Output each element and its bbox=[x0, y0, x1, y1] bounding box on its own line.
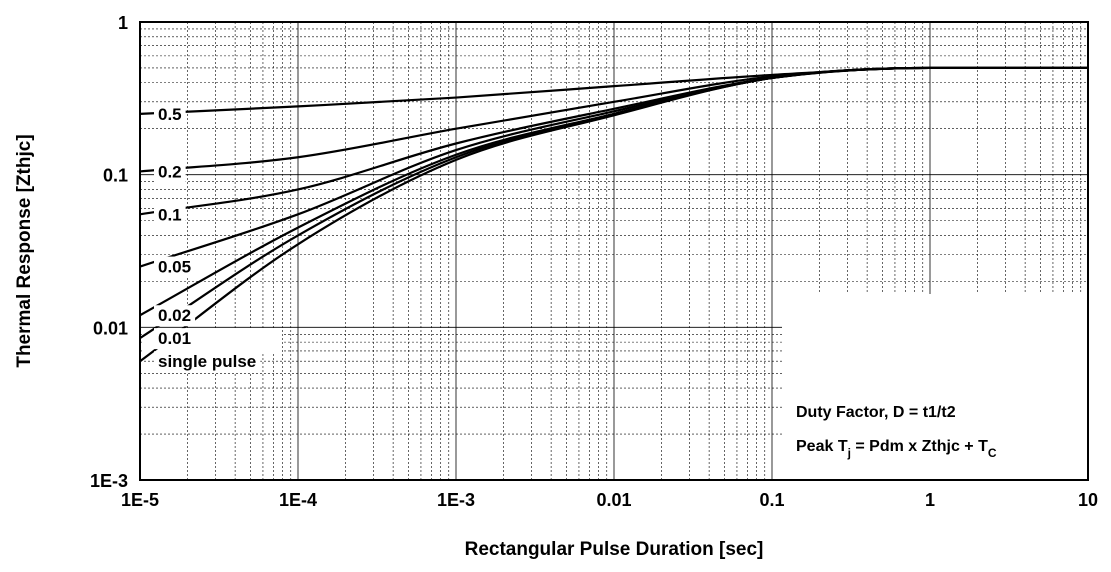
series-label-0_5: 0.5 bbox=[158, 105, 182, 124]
x-tick-label: 10 bbox=[1078, 490, 1098, 510]
curves bbox=[139, 66, 1088, 363]
y-tick-label: 1 bbox=[118, 13, 128, 33]
legend-box bbox=[782, 294, 1088, 480]
curve-labels: 0.5 0.2 0.1 0.05 0.02 0.01 single pulse bbox=[154, 103, 261, 373]
series-curve-single-pulse bbox=[139, 66, 1088, 363]
series-label-backdrop bbox=[154, 328, 196, 350]
plot-frame bbox=[139, 21, 1089, 481]
series-label-backdrop bbox=[154, 103, 186, 125]
series-label-0_1: 0.1 bbox=[158, 205, 182, 224]
x-tick-label: 0.1 bbox=[759, 490, 784, 510]
x-tick-label: 1E-5 bbox=[121, 490, 159, 510]
series-label-backdrop bbox=[154, 161, 186, 183]
series-label-single-pulse: single pulse bbox=[158, 352, 256, 371]
series-label-0_01: 0.01 bbox=[158, 329, 191, 348]
series-label-0_02: 0.02 bbox=[158, 306, 191, 325]
x-tick-label: 1E-3 bbox=[437, 490, 475, 510]
y-tick-label: 0.01 bbox=[93, 318, 128, 338]
y-tick-label: 1E-3 bbox=[90, 471, 128, 491]
duty-factor-note: Duty Factor, D = t1/t2 bbox=[796, 404, 956, 421]
x-tick-labels: 1E-5 1E-4 1E-3 0.01 0.1 1 10 bbox=[121, 490, 1098, 510]
series-label-backdrop bbox=[154, 305, 196, 327]
y-tick-label: 0.1 bbox=[103, 166, 128, 186]
series-label-backdrop bbox=[154, 351, 261, 373]
y-tick-labels: 1E-3 0.01 0.1 1 bbox=[90, 13, 128, 491]
peak-tj-note: Peak Tj = Pdm x Zthjc + TC bbox=[796, 438, 997, 460]
x-axis-label: Rectangular Pulse Duration [sec] bbox=[465, 539, 764, 560]
series-label-0_05: 0.05 bbox=[158, 258, 191, 277]
series-label-0_2: 0.2 bbox=[158, 162, 182, 181]
x-tick-label: 1E-4 bbox=[279, 490, 317, 510]
x-tick-label: 0.01 bbox=[596, 490, 631, 510]
x-tick-label: 1 bbox=[925, 490, 935, 510]
series-label-backdrop bbox=[154, 204, 186, 226]
series-label-backdrop bbox=[154, 256, 196, 278]
y-axis-label: Thermal Response [Zthjc] bbox=[14, 134, 35, 367]
